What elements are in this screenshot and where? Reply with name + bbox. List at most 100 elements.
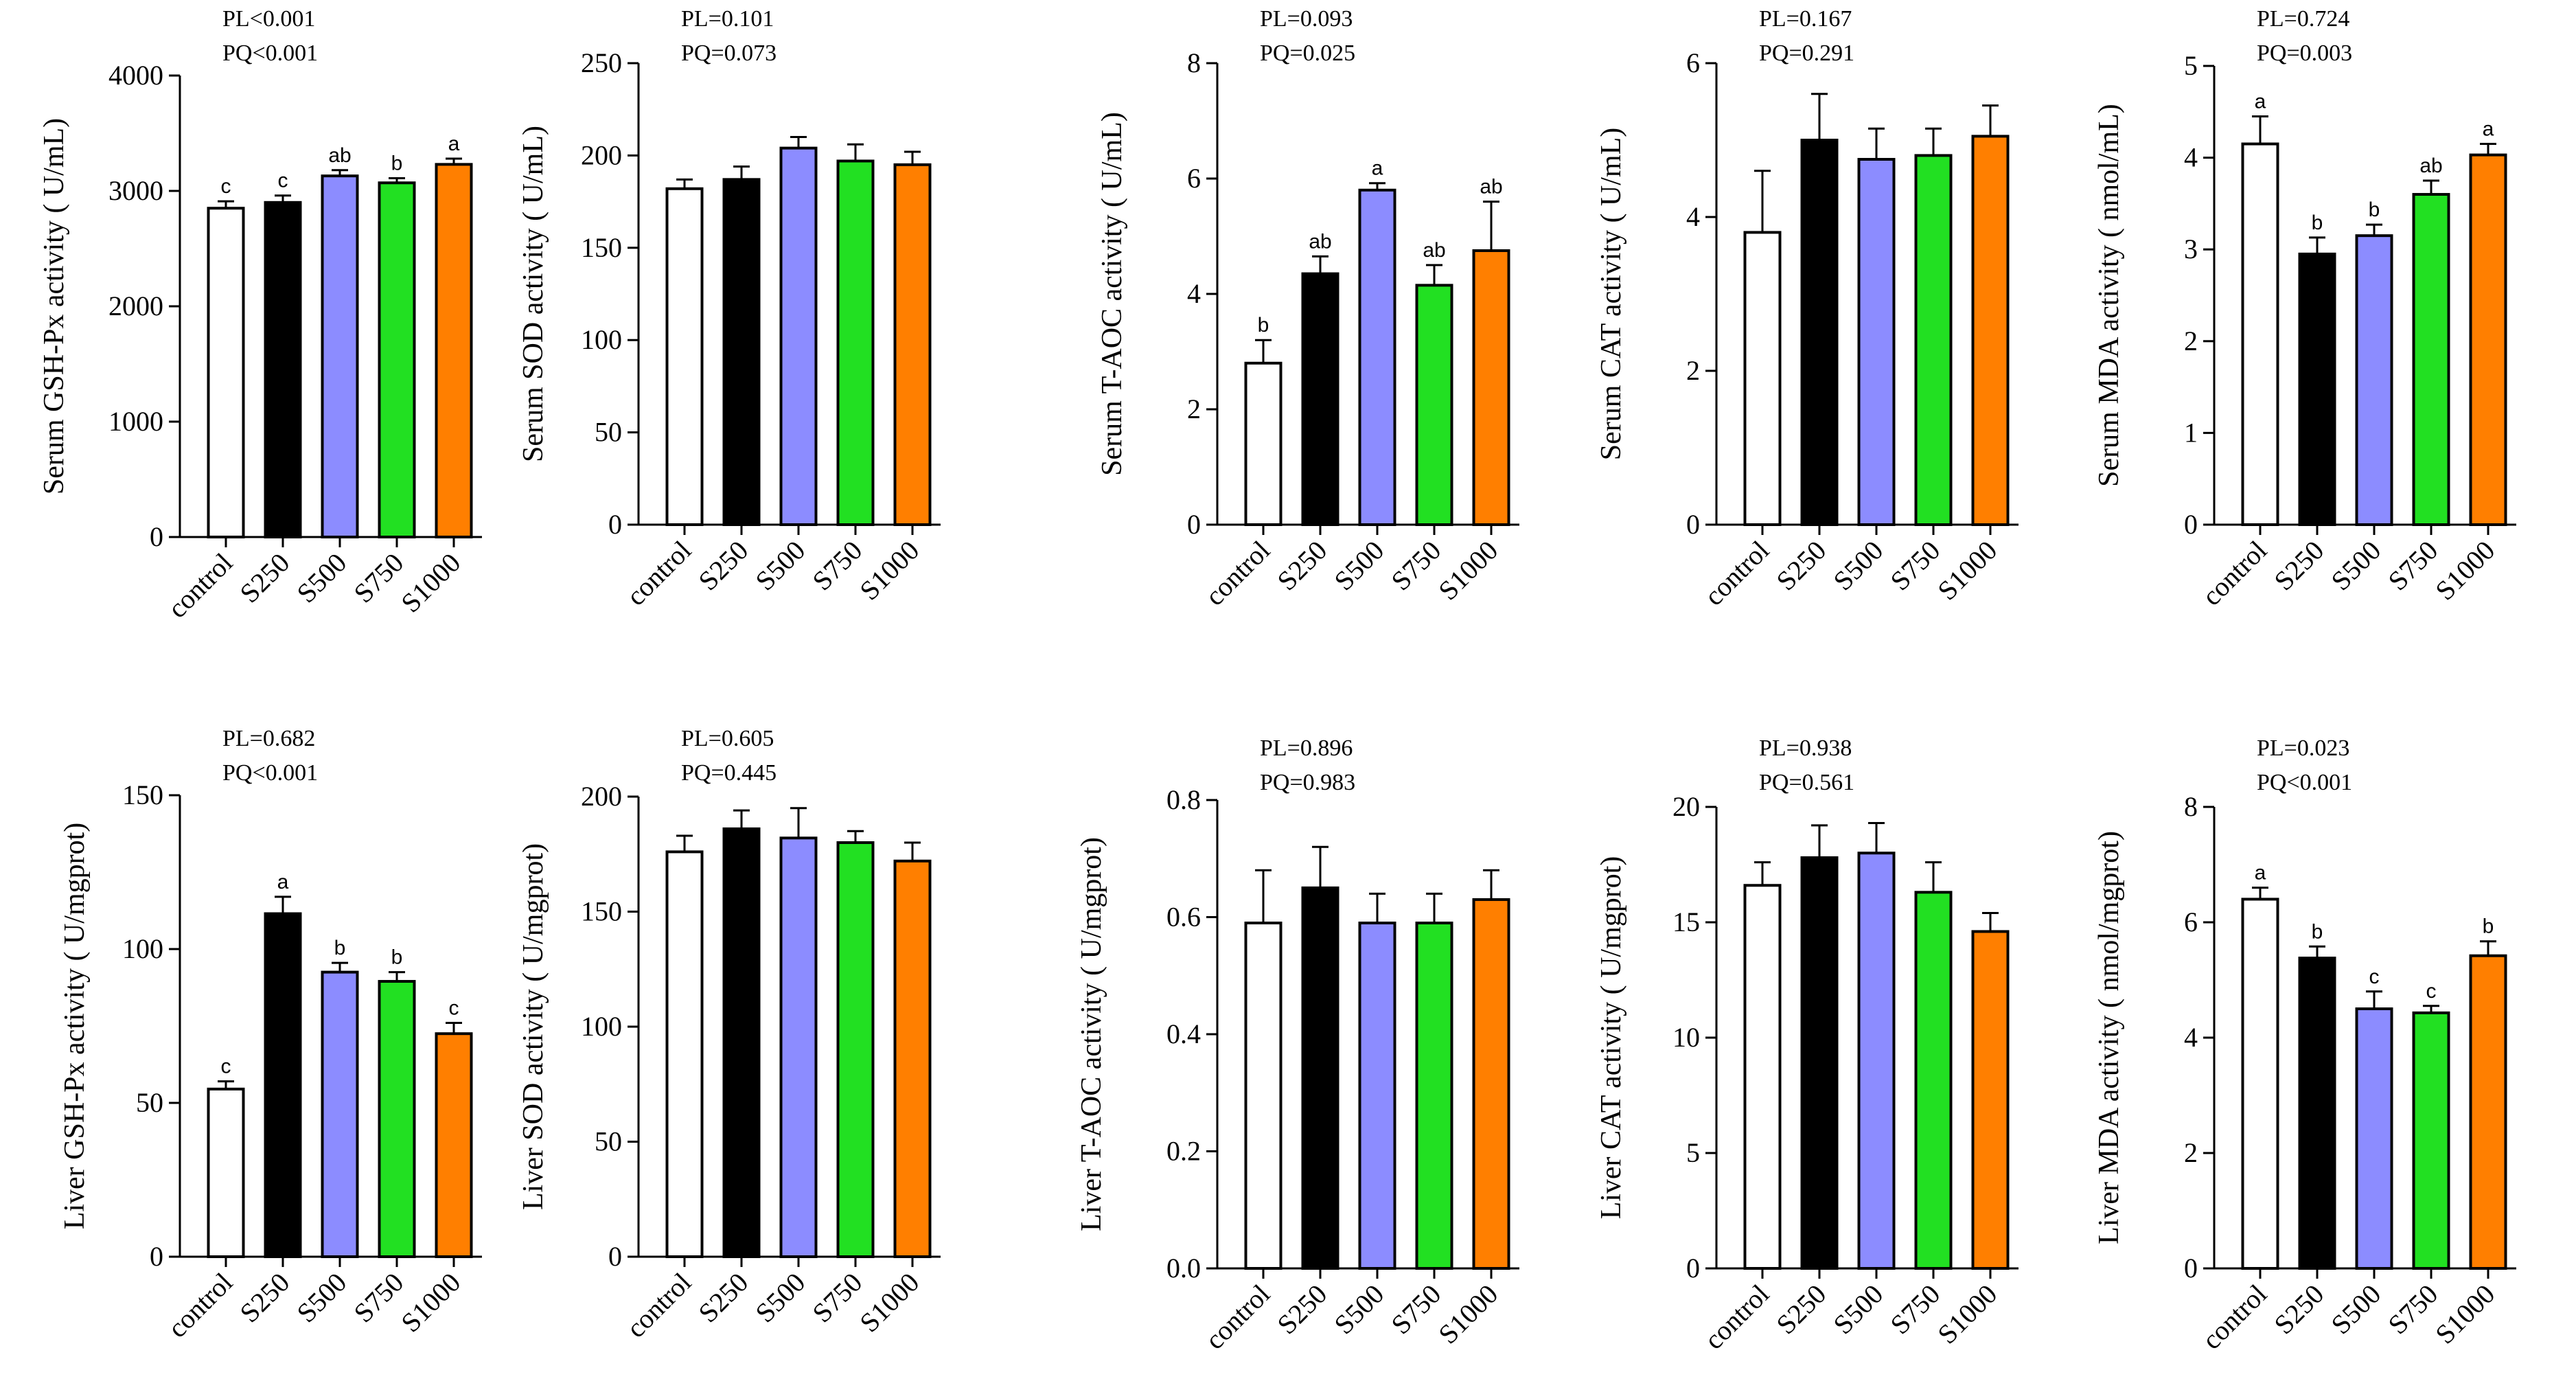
chart-serum-gsh-px: 0 1000 2000 3000 4000 Serum GSH-Px activity (…: [38, 6, 482, 624]
x-tick-label: S1000: [395, 547, 466, 619]
x-tick-label: S1000: [2429, 1279, 2500, 1350]
chart-liver-mda: 0 2 4 6 8 Liver MDA activity ( nmol/mgprot) PL…: [2093, 735, 2516, 1355]
stat-label-pl: PL=0.023: [2257, 735, 2349, 761]
stat-label-pq: PQ=0.003: [2257, 41, 2352, 66]
significance-letter: ab: [1309, 230, 1331, 253]
bar-s500: [2355, 1007, 2393, 1270]
significance-letter: a: [1372, 157, 1383, 180]
y-tick-label: 0.2: [1166, 1136, 1201, 1167]
significance-letter: b: [1258, 314, 1269, 336]
chart-liver-sod: 0 50 100 150 200 Liver SOD activity ( U/mgpro…: [518, 726, 941, 1343]
y-tick-label: 20: [1672, 791, 1700, 822]
y-axis-title: Liver MDA activity ( nmol/mgprot): [2093, 831, 2125, 1244]
stat-label-pq: PQ=0.025: [1260, 41, 1355, 66]
significance-letter: b: [334, 937, 346, 959]
y-axis-title: Liver GSH-Px activity ( U/mgprot): [59, 823, 91, 1230]
bar-s750: [378, 980, 416, 1259]
x-tick-label: control: [1199, 1279, 1276, 1356]
x-tick-label: control: [1199, 535, 1276, 612]
y-tick-label: 0: [150, 521, 163, 552]
y-tick-label: 4: [2184, 142, 2198, 173]
significance-letter: ab: [1423, 239, 1445, 262]
bar-control: [207, 1087, 245, 1258]
y-tick-label: 150: [122, 779, 163, 810]
bar-s250: [264, 201, 302, 538]
stat-label-pq: PQ=0.983: [1260, 770, 1355, 795]
y-tick-label: 4: [2184, 1022, 2198, 1053]
x-tick-label: control: [161, 1267, 238, 1344]
significance-letter: b: [2369, 198, 2380, 221]
y-axis-title: Serum SOD activity ( U/mL): [518, 126, 549, 462]
significance-letter: a: [277, 871, 289, 893]
y-tick-label: 2: [1187, 393, 1201, 424]
y-tick-label: 0.4: [1166, 1018, 1201, 1049]
bar-s1000: [893, 859, 932, 1259]
y-tick-label: 50: [595, 417, 622, 448]
bar-control: [2241, 142, 2279, 526]
x-tick-label: S500: [290, 547, 352, 609]
stat-label-pl: PL<0.001: [222, 6, 315, 32]
stat-label-pl: PL=0.896: [1260, 735, 1353, 761]
stat-label-pq: PQ<0.001: [2257, 770, 2352, 795]
significance-letter: b: [2312, 212, 2323, 234]
stat-label-pl: PL=0.605: [681, 726, 774, 751]
y-tick-label: 3000: [108, 175, 163, 206]
bar-s1000: [893, 163, 932, 526]
x-tick-label: S1000: [853, 535, 925, 606]
stat-label-pl: PL=0.093: [1260, 6, 1353, 32]
y-tick-label: 0.8: [1166, 784, 1201, 815]
y-tick-label: 2: [1686, 355, 1700, 386]
x-tick-label: S500: [1328, 1279, 1390, 1340]
bar-s500: [321, 970, 359, 1258]
chart-liver-t-aoc: 0.0 0.2 0.4 0.6 0.8 Liver T-AOC activity ( U/…: [1076, 735, 1519, 1355]
x-tick-label: S1000: [1931, 1279, 2003, 1350]
significance-letter: ab: [328, 144, 351, 167]
y-tick-label: 0.6: [1166, 902, 1201, 933]
y-tick-label: 0: [1686, 1253, 1700, 1283]
chart-serum-t-aoc: 0 2 4 6 8 Serum T-AOC activity ( U/mL) PL=0.09…: [1096, 6, 1519, 611]
y-tick-label: 100: [581, 324, 622, 355]
bar-s500: [1358, 922, 1396, 1270]
bar-s1000: [2469, 153, 2507, 527]
y-tick-label: 250: [581, 47, 622, 78]
bar-control: [1743, 884, 1782, 1270]
stat-label-pq: PQ=0.073: [681, 41, 777, 66]
y-tick-label: 4: [1686, 201, 1700, 232]
x-tick-label: S250: [1271, 535, 1333, 597]
x-tick-label: S250: [1271, 1279, 1333, 1340]
x-tick-label: S250: [233, 547, 295, 609]
y-tick-label: 6: [1686, 47, 1700, 78]
x-tick-label: control: [161, 547, 238, 624]
y-tick-label: 50: [595, 1126, 622, 1157]
y-tick-label: 4: [1187, 278, 1201, 309]
significance-letter: a: [448, 133, 460, 155]
y-tick-label: 15: [1672, 906, 1700, 937]
y-tick-label: 100: [581, 1011, 622, 1042]
x-tick-label: control: [2196, 1279, 2273, 1356]
bar-control: [207, 207, 245, 538]
significance-letter: b: [2483, 915, 2494, 938]
y-tick-label: 0: [1686, 509, 1700, 540]
bar-s500: [321, 174, 359, 539]
bar-s500: [779, 146, 818, 526]
significance-letter: b: [391, 152, 403, 175]
bar-s250: [2298, 957, 2336, 1270]
bar-s1000: [2469, 954, 2507, 1270]
significance-letter: a: [2483, 118, 2494, 141]
significance-letter: a: [2255, 90, 2266, 113]
y-axis-title: Liver CAT activity ( U/mgprot): [1596, 856, 1627, 1220]
y-tick-label: 10: [1672, 1022, 1700, 1053]
y-tick-label: 2: [2184, 1137, 2198, 1168]
y-tick-label: 50: [136, 1087, 163, 1118]
y-tick-label: 150: [581, 232, 622, 263]
bar-s500: [1857, 158, 1896, 526]
x-tick-label: S500: [749, 1267, 811, 1329]
bar-s250: [722, 827, 761, 1258]
bar-s250: [1800, 139, 1839, 526]
x-tick-label: S1000: [1931, 535, 2003, 606]
x-tick-label: S250: [2268, 1279, 2330, 1340]
x-tick-label: S1000: [2429, 535, 2500, 606]
bar-s250: [2298, 252, 2336, 526]
significance-letter: c: [221, 1056, 231, 1078]
